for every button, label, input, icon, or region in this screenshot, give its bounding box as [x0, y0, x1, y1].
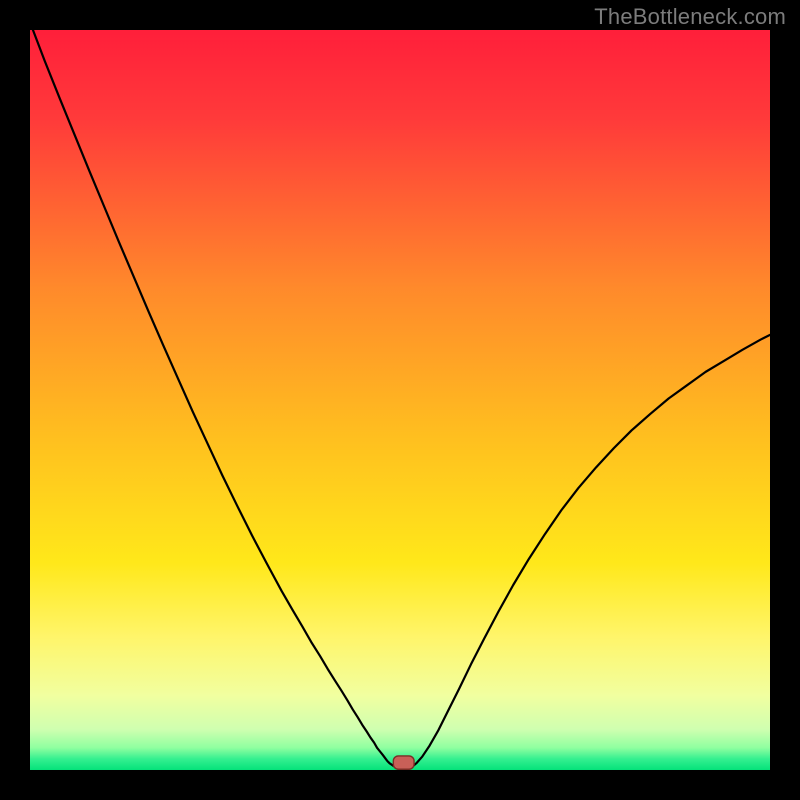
chart-stage: TheBottleneck.com	[0, 0, 800, 800]
plot-area	[30, 30, 770, 770]
watermark-text: TheBottleneck.com	[594, 4, 786, 30]
bottleneck-chart	[0, 0, 800, 800]
optimal-marker	[393, 756, 414, 769]
